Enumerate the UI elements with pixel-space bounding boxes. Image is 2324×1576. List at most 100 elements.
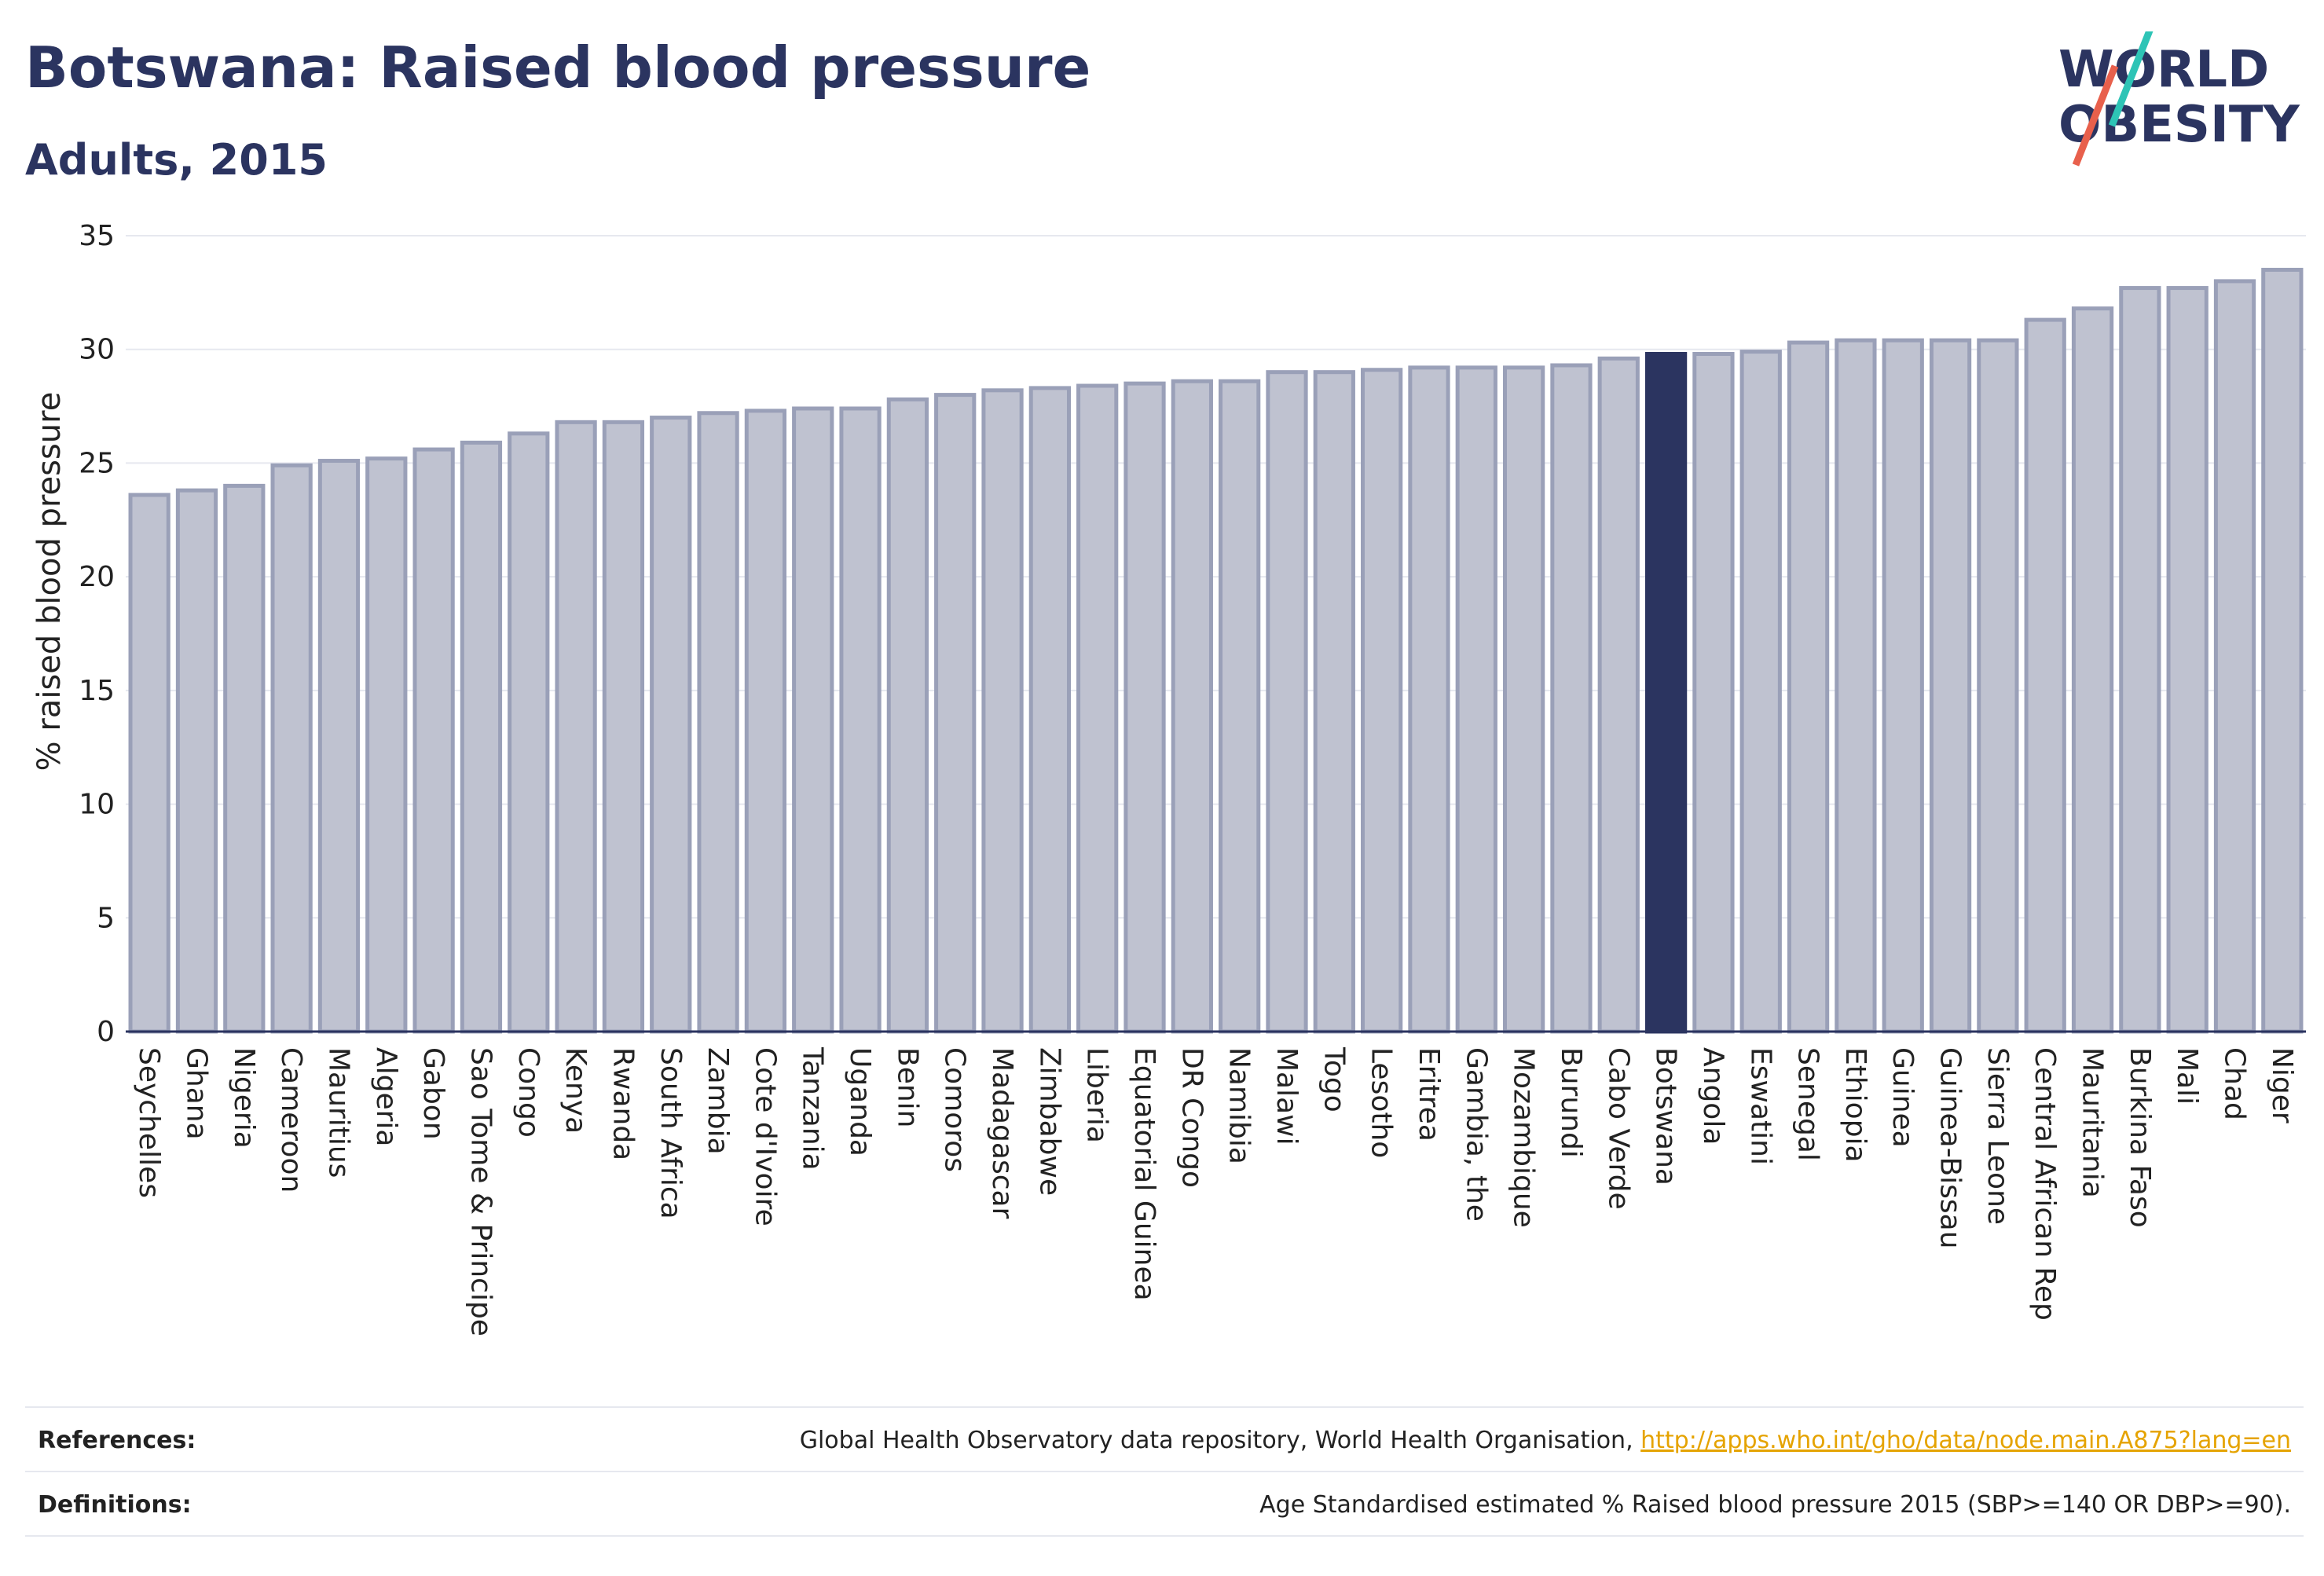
references-label: References: — [38, 1427, 196, 1454]
bar-central-african-rep — [2024, 317, 2066, 1034]
x-tick-label: Tanzania — [797, 1046, 829, 1171]
x-tick-label: Central African Rep — [2029, 1047, 2061, 1321]
definitions-value: Age Standardised estimated % Raised bloo… — [1259, 1491, 2291, 1519]
x-tick-label: Uganda — [844, 1047, 876, 1156]
bar-chad — [2213, 279, 2256, 1034]
y-tick-label: 10 — [79, 789, 115, 821]
bar-angola — [1692, 352, 1735, 1034]
definitions-row: Definitions: Age Standardised estimated … — [25, 1471, 2304, 1537]
x-axis-ticks: Seychelles Ghana Nigeria Cameroon Mauritius A… — [133, 1046, 2298, 1336]
x-tick-label: Lesotho — [1365, 1047, 1398, 1158]
bar-south-africa — [650, 416, 692, 1034]
x-tick-label: Mali — [2171, 1047, 2203, 1105]
x-tick-label: Ghana — [180, 1047, 212, 1140]
bar-zimbabwe — [1028, 386, 1071, 1034]
x-tick-label: Algeria — [370, 1047, 402, 1147]
bar-uganda — [839, 406, 882, 1034]
x-tick-label: Cameroon — [275, 1047, 307, 1193]
bar-cote-d-ivoire — [744, 409, 787, 1034]
x-tick-label: Chad — [2219, 1047, 2251, 1120]
x-tick-label: Kenya — [559, 1047, 592, 1134]
x-tick-label: Mauritius — [322, 1047, 354, 1178]
y-axis-ticks: 0 5 10 15 20 25 30 35 — [79, 220, 115, 1048]
x-tick-label: Sierra Leone — [1981, 1047, 2014, 1225]
bar-benin — [886, 397, 929, 1034]
bar-niger — [2261, 267, 2304, 1034]
x-tick-label: Congo — [512, 1047, 544, 1138]
y-axis-label: % raised blood pressure — [31, 392, 68, 772]
x-tick-label: Togo — [1318, 1046, 1350, 1112]
page-subtitle: Adults, 2015 — [25, 135, 328, 185]
x-tick-label: Niger — [2266, 1047, 2298, 1123]
x-tick-label: Cote d'Ivoire — [749, 1047, 781, 1226]
bar-togo — [1313, 370, 1355, 1034]
y-tick-label: 25 — [79, 447, 115, 479]
references-text: Global Health Observatory data repositor… — [799, 1427, 1641, 1454]
bar-namibia — [1219, 379, 1261, 1034]
x-tick-label: Burundi — [1555, 1047, 1587, 1158]
references-row: References: Global Health Observatory da… — [25, 1406, 2304, 1471]
x-tick-label: Rwanda — [607, 1047, 639, 1160]
bar-equatorial-guinea — [1124, 381, 1166, 1034]
bar-zambia — [697, 411, 739, 1034]
bar-guinea — [1882, 338, 1924, 1034]
references-link[interactable]: http://apps.who.int/gho/data/node.main.A… — [1640, 1427, 2291, 1454]
bar-malawi — [1266, 370, 1308, 1034]
bar-eritrea — [1408, 365, 1450, 1034]
x-tick-label: Sao Tome & Principe — [464, 1047, 497, 1336]
bar-algeria — [365, 456, 408, 1034]
x-tick-label: Burkina Faso — [2124, 1047, 2156, 1228]
x-tick-label: Benin — [891, 1047, 923, 1127]
bar-chart: 0 5 10 15 20 25 30 35 Seychelles Ghana Nigeria Cam… — [31, 220, 2306, 1336]
x-tick-label: Cabo Verde — [1602, 1047, 1634, 1210]
y-tick-label: 15 — [79, 675, 115, 707]
logo-slash-coral-icon — [2072, 64, 2119, 167]
bar-lesotho — [1361, 368, 1403, 1034]
x-tick-label: Mauritania — [2077, 1047, 2109, 1198]
x-tick-label: Senegal — [1792, 1047, 1824, 1161]
y-tick-label: 30 — [79, 334, 115, 366]
x-tick-label: Ethiopia — [1839, 1047, 1871, 1163]
x-tick-label: Nigeria — [228, 1047, 260, 1149]
bar-gabon — [412, 447, 455, 1034]
bar-mozambique — [1502, 365, 1545, 1034]
bar-burundi — [1550, 363, 1593, 1034]
bar-senegal — [1787, 340, 1830, 1034]
x-tick-label: Gabon — [417, 1047, 449, 1140]
y-tick-label: 35 — [79, 220, 115, 252]
page-title: Botswana: Raised blood pressure — [25, 35, 1091, 101]
bar-seychelles — [128, 493, 170, 1034]
bars — [126, 267, 2306, 1034]
bar-tanzania — [792, 406, 834, 1034]
y-tick-label: 0 — [97, 1016, 115, 1048]
bar-mauritius — [317, 459, 361, 1034]
world-obesity-logo: WORLD OBESITY — [2058, 31, 2300, 167]
x-tick-label: South Africa — [654, 1047, 687, 1219]
y-tick-label: 20 — [79, 561, 115, 593]
bar-botswana — [1644, 352, 1688, 1034]
x-tick-label: Zambia — [702, 1047, 734, 1155]
bar-madagascar — [981, 388, 1024, 1034]
bar-gambia-the — [1455, 365, 1497, 1034]
x-tick-label: Eswatini — [1744, 1047, 1776, 1165]
x-tick-label: Namibia — [1223, 1047, 1255, 1164]
bar-rwanda — [602, 420, 645, 1034]
bar-mali — [2166, 286, 2209, 1034]
x-tick-label: Eritrea — [1413, 1047, 1445, 1142]
x-tick-label: Guinea — [1886, 1047, 1919, 1148]
bar-kenya — [555, 420, 597, 1034]
bar-dr-congo — [1171, 379, 1213, 1034]
x-tick-label: Gambia, the — [1460, 1047, 1492, 1222]
bar-burkina-faso — [2119, 286, 2161, 1034]
x-tick-label: Liberia — [1081, 1047, 1113, 1143]
x-tick-label: Madagascar — [986, 1047, 1018, 1219]
logo-slash-teal-icon — [2108, 31, 2154, 127]
x-tick-label: Comoros — [939, 1047, 971, 1172]
bar-eswatini — [1739, 350, 1782, 1034]
x-tick-label: Equatorial Guinea — [1128, 1047, 1160, 1301]
logo-line1: WORLD — [2058, 41, 2269, 99]
bar-ghana — [175, 488, 218, 1034]
x-tick-label: Zimbabwe — [1033, 1047, 1065, 1196]
bar-guinea-bissau — [1929, 338, 1972, 1034]
x-tick-label: Seychelles — [133, 1047, 165, 1198]
